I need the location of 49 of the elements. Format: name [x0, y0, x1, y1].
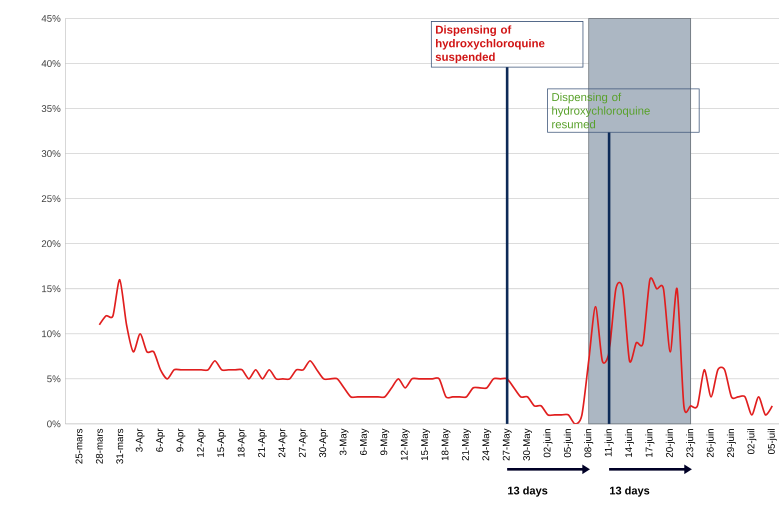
- x-tick-label: 14-juin: [624, 428, 634, 457]
- x-tick-label: 27-May: [502, 428, 512, 460]
- x-tick-label: 20-juin: [666, 428, 675, 457]
- y-tick-label: 40%: [42, 60, 60, 67]
- y-tick-label: 45%: [42, 14, 60, 22]
- x-tick-label: 30-Apr: [319, 428, 328, 458]
- x-tick-label: 17-juin: [645, 428, 654, 457]
- x-tick-label: 05-juil: [768, 428, 777, 454]
- x-tick-label: 15-Apr: [217, 428, 226, 457]
- y-tick-label: 30%: [42, 150, 60, 157]
- x-tick-label: 08-juin: [584, 428, 594, 458]
- x-tick-label: 24-Apr: [278, 428, 288, 457]
- y-tick-label: 25%: [42, 194, 60, 202]
- y-tick-label: 20%: [42, 240, 60, 247]
- x-tick-label: 12-Apr: [196, 428, 206, 457]
- y-tick-label: 0%: [47, 420, 60, 428]
- x-tick-label: 24-May: [482, 428, 492, 460]
- x-tick-label: 31-mars: [116, 428, 124, 464]
- x-tick-label: 6-May: [360, 428, 369, 455]
- x-tick-label: 28-mars: [96, 428, 103, 464]
- x-tick-label: 18-Apr: [238, 428, 246, 457]
- text: 13 days: [508, 486, 548, 496]
- text: 13 days: [610, 486, 650, 496]
- x-tick-label: 23-juin: [686, 428, 696, 457]
- x-tick-label: 18-May: [442, 428, 450, 460]
- x-tick-label: 3-May: [340, 428, 348, 455]
- x-tick-label: 11-juin: [604, 428, 614, 456]
- x-tick-label: 3-Apr: [136, 428, 145, 452]
- y-tick-label: 5%: [47, 375, 60, 382]
- x-tick-label: 6-Apr: [156, 428, 165, 452]
- x-tick-label: 02-juin: [543, 428, 552, 458]
- x-tick-label: 27-Apr: [298, 428, 308, 457]
- x-tick-label: 25-mars: [76, 428, 82, 464]
- x-tick-label: 21-May: [462, 428, 471, 460]
- x-tick-label: 9-Apr: [176, 428, 186, 452]
- x-tick-label: 9-May: [380, 428, 390, 455]
- x-tick-label: 15-May: [421, 428, 430, 460]
- line-series: [98, 278, 774, 424]
- x-tick-label: 12-May: [400, 428, 410, 460]
- x-tick-label: 05-juin: [564, 428, 573, 458]
- x-tick-label: 29-juin: [726, 428, 736, 457]
- ref-line-label: Dispensing of hydroxychloroquine suspended: [436, 25, 544, 63]
- y-tick-label: 35%: [42, 104, 60, 112]
- y-tick-label: 10%: [42, 330, 60, 338]
- x-tick-label: 02-juil: [747, 428, 756, 454]
- x-tick-label: 30-May: [523, 428, 532, 460]
- y-tick-label: 15%: [42, 285, 60, 292]
- x-tick-label: 26-juin: [706, 428, 716, 457]
- x-tick-label: 21-Apr: [258, 428, 267, 457]
